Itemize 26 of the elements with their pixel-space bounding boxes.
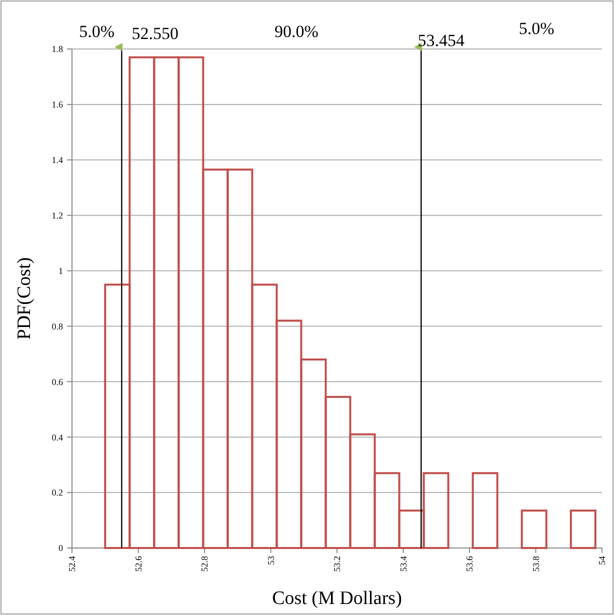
y-tick-label: 1.2 xyxy=(52,210,63,220)
x-tick-label: 54 xyxy=(597,556,608,565)
y-tick-label: 0.4 xyxy=(52,432,64,442)
y-tick-label: 1.8 xyxy=(52,44,64,54)
text: 5.0% xyxy=(518,19,554,38)
x-tick-label: 53.4 xyxy=(398,556,408,572)
x-tick-label: 53.8 xyxy=(530,556,541,572)
x-axis-title: Cost (M Dollars) xyxy=(272,588,402,609)
x-tick-label: 52.4 xyxy=(67,556,78,572)
ref-line-label: 53.454 xyxy=(418,31,466,50)
y-tick-label: 0 xyxy=(58,543,64,554)
y-tick-label: 1.4 xyxy=(52,155,64,166)
x-tick-label: 53.6 xyxy=(464,556,475,572)
text: 90.0% xyxy=(274,22,318,41)
text: 5.0% xyxy=(79,22,115,41)
y-axis-title: PDF(Cost) xyxy=(14,257,35,340)
y-tick-label: 0.6 xyxy=(52,376,64,387)
x-tick-label: 53.2 xyxy=(332,556,342,572)
y-tick-label: 0.8 xyxy=(52,321,64,332)
y-tick-label: 0.2 xyxy=(52,488,63,498)
x-tick-label: 52.8 xyxy=(200,556,210,572)
y-tick-label: 1.6 xyxy=(52,100,64,110)
y-tick-label: 1 xyxy=(58,266,63,276)
ref-line-label: 52.550 xyxy=(132,24,178,43)
x-tick-label: 52.6 xyxy=(133,556,144,572)
x-tick-label: 53 xyxy=(266,556,276,565)
